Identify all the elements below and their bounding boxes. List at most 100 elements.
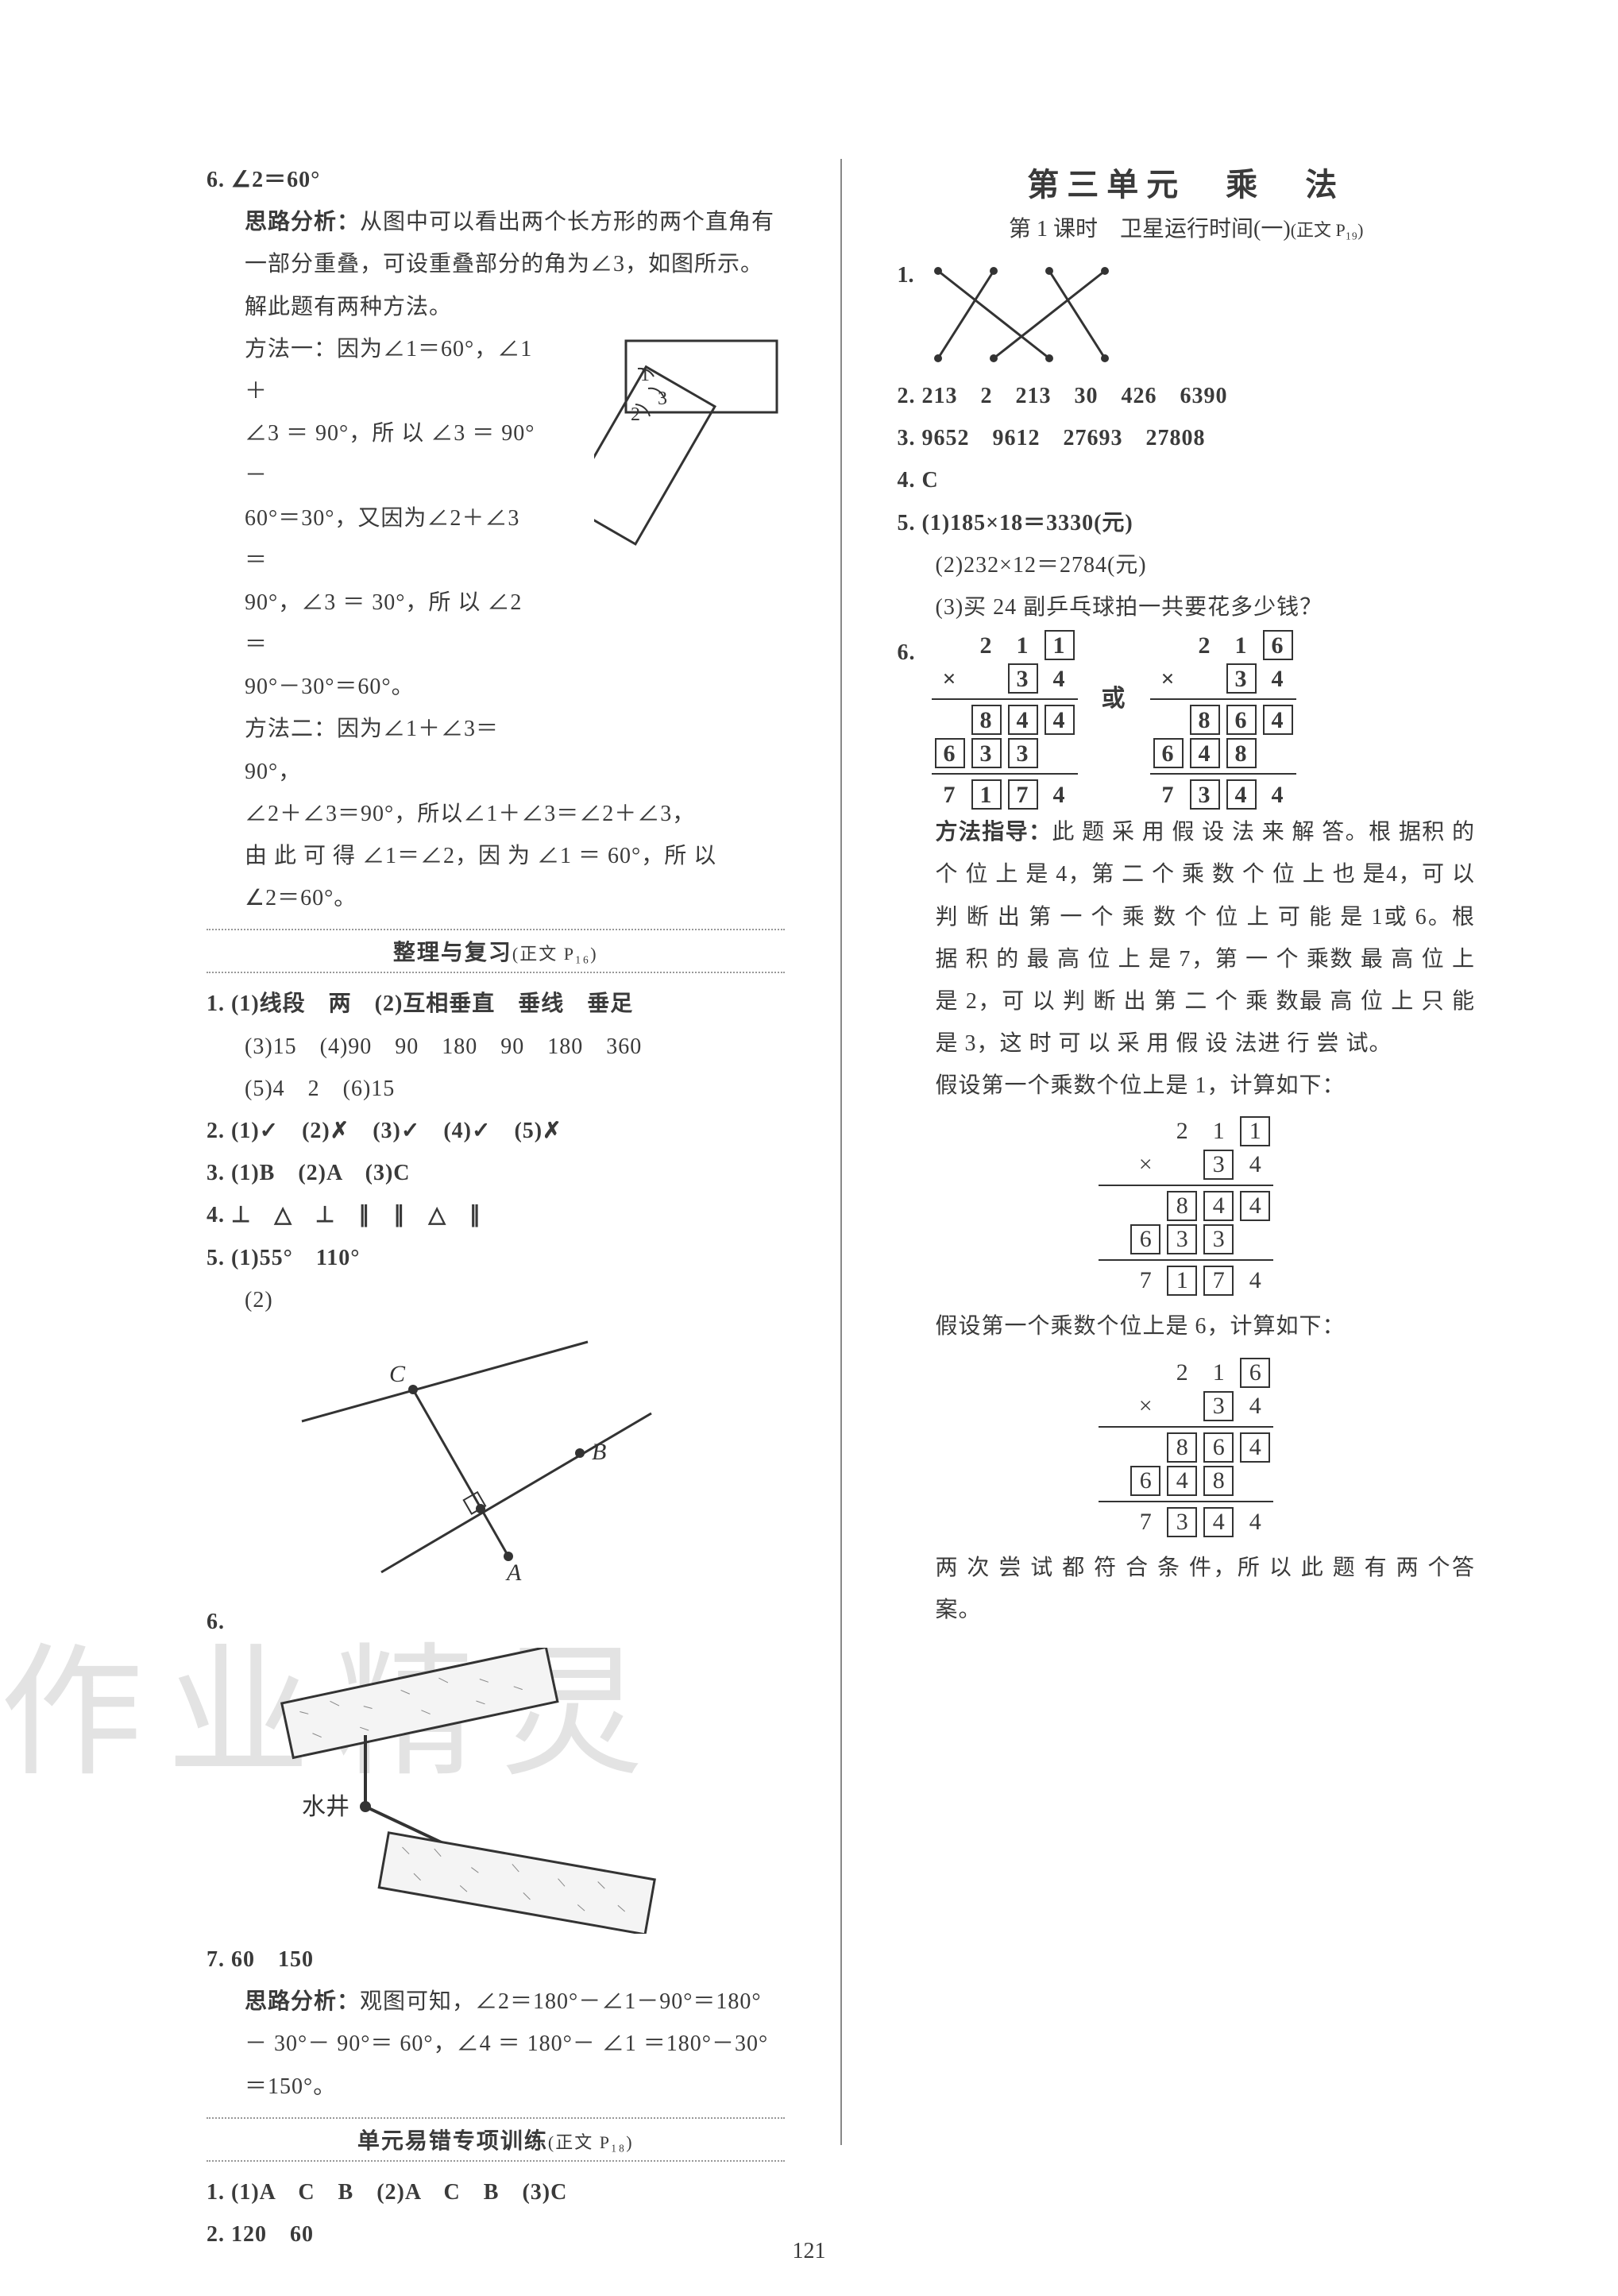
q6-m1b: ∠3 ＝ 90°，所 以 ∠3 ＝ 90° －	[207, 412, 540, 497]
mult-row: 7174	[932, 778, 1078, 811]
q4: 4. C	[898, 459, 1476, 501]
mult-cell: 4	[1237, 1393, 1273, 1420]
errprac-ref: (正文 P₁₈)	[548, 2132, 634, 2152]
q6-label: 6.	[898, 632, 916, 674]
mult-cell: 4	[1041, 698, 1078, 743]
q2: 2. 213 2 213 30 426 6390	[898, 375, 1476, 417]
q1-label: 1.	[898, 254, 914, 296]
mult-cell: 4	[1237, 1267, 1273, 1294]
mult-cell: 8	[1200, 1466, 1237, 1496]
mult-cell: 7	[1150, 772, 1187, 818]
mult-cell: 3	[1164, 1507, 1200, 1537]
r1c: (5)4 2 (6)15	[207, 1068, 785, 1110]
r7: 7. 60 150	[207, 1938, 785, 1981]
mult-cell: 2	[1187, 623, 1223, 668]
q6-m1a: 方法一：因为∠1＝60°，∠1＋	[207, 328, 540, 412]
mult-row: 864	[1099, 1431, 1273, 1464]
mult-row: ×34	[932, 662, 1078, 695]
mult-cell: 3	[1200, 1224, 1237, 1254]
method-label: 方法指导：	[936, 820, 1052, 845]
overlapping-rectangles-diagram: 1 3 2	[594, 333, 785, 555]
multiplication-table-4: 216×348646487344	[1099, 1356, 1273, 1539]
svg-text:B: B	[592, 1439, 606, 1465]
mult-row: 648	[1099, 1464, 1273, 1498]
r6: 6.	[207, 1601, 785, 1643]
svg-text:1: 1	[640, 365, 650, 385]
r4: 4. ⊥ △ ⊥ ∥ ∥ △ ∥	[207, 1194, 785, 1236]
mult-row: 844	[1099, 1189, 1273, 1223]
q6-row: 6. 211×348446337174 或 216×348646487344	[898, 628, 1476, 811]
q5b: (2)232×12＝2784(元)	[898, 544, 1476, 586]
mult-cell: 2	[1164, 1359, 1200, 1386]
mult-cell: ×	[932, 656, 968, 702]
mult-row: ×34	[1099, 1390, 1273, 1423]
mult-cell: 4	[1237, 1151, 1273, 1178]
mult-cell: ×	[1150, 656, 1187, 702]
mult-row: ×34	[1099, 1148, 1273, 1181]
method-text: 此 题 采 用 假 设 法 来 解 答。根 据积 的 个 位 上 是 4，第 二…	[936, 820, 1476, 1056]
mult-row: 633	[1099, 1223, 1273, 1256]
q6-m1d: 90°，∠3 ＝ 30°，所 以 ∠2 ＝	[207, 582, 540, 666]
right-column: 第三单元 乘 法 第 1 课时 卫星运行时间(一)(正文 P₁₉) 1. 2. …	[898, 159, 1476, 2145]
mult-cell: 3	[1200, 1150, 1237, 1180]
lesson-title-text: 第 1 课时 卫星运行时间(一)	[1009, 217, 1291, 242]
review-section-title: 整理与复习(正文 P₁₆)	[207, 929, 785, 973]
r7-analysis-label: 思路分析：	[245, 1989, 360, 2014]
q6-analysis: 思路分析：从图中可以看出两个长方形的两个直角有一部分重叠，可设重叠部分的角为∠3…	[207, 201, 785, 328]
method-para: 方法指导：此 题 采 用 假 设 法 来 解 答。根 据积 的 个 位 上 是 …	[898, 811, 1476, 1065]
analysis-label: 思路分析：	[245, 210, 360, 234]
mult-cell: 6	[1127, 1466, 1164, 1496]
mult-cell: 1	[1164, 1266, 1200, 1296]
mult-row: 7174	[1099, 1264, 1273, 1297]
mult-cell: 6	[932, 731, 968, 776]
mult-cell: 3	[1223, 656, 1260, 702]
mult-cell: 7	[1127, 1267, 1164, 1294]
mult-cell: 8	[1164, 1191, 1200, 1221]
assume2: 假设第一个乘数个位上是 6，计算如下：	[898, 1305, 1476, 1347]
unit-title: 第三单元 乘 法	[898, 159, 1476, 205]
q5a: 5. (1)185×18＝3330(元)	[898, 502, 1476, 544]
mult-cell: 8	[1164, 1432, 1200, 1463]
mult-cell: 3	[1187, 772, 1223, 818]
errprac-title-text: 单元易错专项训练	[357, 2129, 548, 2154]
mult-cell: 4	[1200, 1191, 1237, 1221]
r1a: 1. (1)线段 两 (2)互相垂直 垂线 垂足	[207, 983, 785, 1025]
water-well-label: 水井	[302, 1794, 349, 1820]
mult-cell: 2	[1164, 1118, 1200, 1145]
multiplication-table-2: 216×348646487344	[1150, 628, 1296, 811]
water-well-diagram: 水井	[238, 1648, 683, 1934]
mult-cell: 4	[1260, 772, 1296, 818]
q6-m2d: ∠2＝60°。	[207, 877, 785, 919]
mult-cell: 6	[1150, 731, 1187, 776]
r3: 3. (1)B (2)A (3)C	[207, 1152, 785, 1194]
mult-cell: 4	[1041, 656, 1078, 702]
left-column: 6. ∠2＝60° 思路分析：从图中可以看出两个长方形的两个直角有一部分重叠，可…	[207, 159, 785, 2145]
q6-m2a: 方法二：因为∠1＋∠3＝90°，	[207, 708, 540, 792]
mult-cell: 6	[1200, 1432, 1237, 1463]
mult-cell: 7	[932, 772, 968, 818]
r5a: 5. (1)55° 110°	[207, 1237, 785, 1279]
mult-cell: 6	[1237, 1358, 1273, 1388]
mult-cell: 4	[1237, 1509, 1273, 1536]
mult-cell: 3	[1005, 731, 1041, 776]
svg-text:A: A	[505, 1560, 522, 1586]
mult-row: ×34	[1150, 662, 1296, 695]
or-text: 或	[1102, 676, 1126, 721]
mult-cell: 7	[1005, 772, 1041, 818]
q6-m1e: 90°－30°＝60°。	[207, 666, 540, 708]
mult-cell: 7	[1127, 1509, 1164, 1536]
mult-cell: 4	[1164, 1466, 1200, 1496]
geometry-diagram-cb-a: C B A	[286, 1326, 683, 1596]
column-divider	[840, 159, 842, 2145]
mult-row: 216	[1099, 1356, 1273, 1390]
mult-cell: 4	[1237, 1432, 1273, 1463]
mult-row: 7344	[1099, 1506, 1273, 1539]
mult-cell: 1	[1200, 1359, 1237, 1386]
mult-cell: 4	[1187, 731, 1223, 776]
mult-cell: 2	[968, 623, 1005, 668]
q6-m1c: 60°＝30°，又因为∠2＋∠3＝	[207, 497, 540, 582]
mult-cell: 4	[1223, 772, 1260, 818]
e2: 2. 120 60	[207, 2213, 785, 2255]
mult-cell: ×	[1127, 1393, 1164, 1420]
mult-cell: 7	[1200, 1266, 1237, 1296]
